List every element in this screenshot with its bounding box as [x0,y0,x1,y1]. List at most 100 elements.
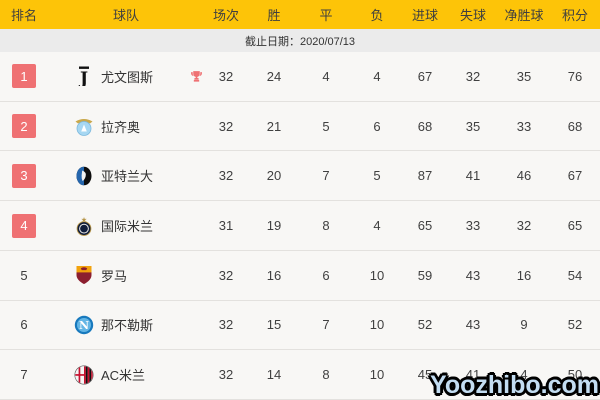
stat-loss: 5 [373,168,381,184]
stat-goals-against: 41 [465,168,481,184]
col-header-win: 胜 [267,8,281,23]
stat-goals-against: 33 [465,218,481,234]
stat-loss: 10 [369,267,385,283]
stat-goal-diff: 4 [520,367,528,383]
stat-played: 32 [218,367,234,383]
stat-win: 15 [266,317,282,333]
stat-played: 32 [218,317,234,333]
stat-draw: 7 [322,317,330,333]
rank-label: 7 [20,367,28,383]
rank-badge: 4 [12,213,36,238]
team-name: 尤文图斯 [101,69,154,85]
table-row: 1 J 尤文图斯 32 24 4 4 67 32 35 76 [0,52,600,102]
stat-goal-diff: 16 [516,267,532,283]
team-name: 拉齐奥 [101,119,141,135]
col-header-goal-diff: 净胜球 [504,8,544,23]
rank-badge: 3 [12,163,36,188]
stat-goals-for: 67 [417,68,433,84]
stat-draw: 8 [322,218,330,234]
stat-points: 50 [567,367,583,383]
stat-goal-diff: 32 [516,218,532,234]
stat-goals-against: 43 [465,267,481,283]
champion-trophy-icon [188,70,204,83]
cutoff-date-text: 截止日期：2020/07/13 [244,35,356,48]
stat-win: 14 [266,367,282,383]
stat-goals-against: 43 [465,317,481,333]
col-header-goals-against: 失球 [459,8,486,23]
col-header-points: 积分 [561,8,588,23]
rank-label: 5 [20,267,28,283]
stat-goals-for: 59 [417,267,433,283]
stat-goals-for: 52 [417,317,433,333]
stat-goals-for: 87 [417,168,433,184]
stat-played: 32 [218,168,234,184]
table-row: 5 罗马 32 16 6 10 59 43 16 54 [0,250,600,301]
table-row: 6 N 那不勒斯 32 15 7 10 52 43 9 52 [0,300,600,351]
stat-loss: 6 [373,118,381,134]
stat-win: 20 [266,168,282,184]
team-name: 那不勒斯 [101,318,154,334]
svg-text:J: J [78,69,88,86]
team-name: AC米兰 [101,368,146,384]
col-header-played: 场次 [212,8,239,23]
roma-crest-icon [74,265,94,285]
col-header-rank: 排名 [10,8,37,23]
stat-goals-for: 45 [417,367,433,383]
col-header-loss: 负 [370,8,384,23]
lazio-crest-icon [74,116,94,136]
table-row: 7 AC米兰 32 14 8 10 45 41 4 50 [0,350,600,400]
napoli-crest-icon: N [74,315,94,335]
table-header: 排名 球队 场次 胜 平 负 进球 失球 净胜球 积分 [0,0,600,29]
rank-badge: 2 [12,114,36,139]
svg-text:★: ★ [81,216,87,224]
table-row: 4 ★ 国际米兰 31 19 8 4 65 33 32 65 [0,201,600,251]
atalanta-crest-icon [74,166,94,186]
table-body: 1 J 尤文图斯 32 24 4 4 67 32 35 76 2 [0,52,600,400]
rank-badge: 1 [12,64,36,89]
stat-loss: 4 [373,68,381,84]
stat-points: 65 [567,218,583,234]
stat-points: 67 [567,168,583,184]
stat-loss: 10 [369,367,385,383]
table-row: 3 亚特兰大 32 20 7 5 87 41 46 67 [0,151,600,202]
stat-points: 54 [567,267,583,283]
cutoff-date-bar: 截止日期：2020/07/13 [0,29,600,52]
stat-draw: 8 [322,367,330,383]
rank-label: 6 [20,317,28,333]
col-header-goals-for: 进球 [411,8,438,23]
stat-goals-against: 35 [465,118,481,134]
stat-win: 16 [266,267,282,283]
stat-win: 19 [266,218,282,234]
stat-goals-for: 68 [417,118,433,134]
ac-milan-crest-icon [74,365,94,385]
stat-win: 21 [266,118,282,134]
stat-draw: 5 [322,118,330,134]
stat-played: 31 [218,218,234,234]
stat-goal-diff: 33 [516,118,532,134]
col-header-draw: 平 [319,8,333,23]
stat-played: 32 [218,118,234,134]
stat-points: 68 [567,118,583,134]
stat-goal-diff: 9 [520,317,528,333]
table-row: 2 拉齐奥 32 21 5 6 68 35 33 68 [0,101,600,152]
stat-draw: 4 [322,68,330,84]
stat-points: 52 [567,317,583,333]
stat-loss: 10 [369,317,385,333]
stat-goals-for: 65 [417,218,433,234]
stat-played: 32 [218,68,234,84]
team-name: 亚特兰大 [101,169,154,185]
stat-played: 32 [218,267,234,283]
team-name: 罗马 [101,268,128,284]
stat-goal-diff: 35 [516,68,532,84]
stat-points: 76 [567,68,583,84]
stat-loss: 4 [373,218,381,234]
stat-win: 24 [266,68,282,84]
inter-milan-crest-icon: ★ [74,216,94,236]
juventus-crest-icon: J [74,66,94,86]
col-header-team: 球队 [112,8,139,23]
svg-text:N: N [79,319,89,332]
stat-draw: 6 [322,267,330,283]
stat-goals-against: 41 [465,367,481,383]
stat-goal-diff: 46 [516,168,532,184]
